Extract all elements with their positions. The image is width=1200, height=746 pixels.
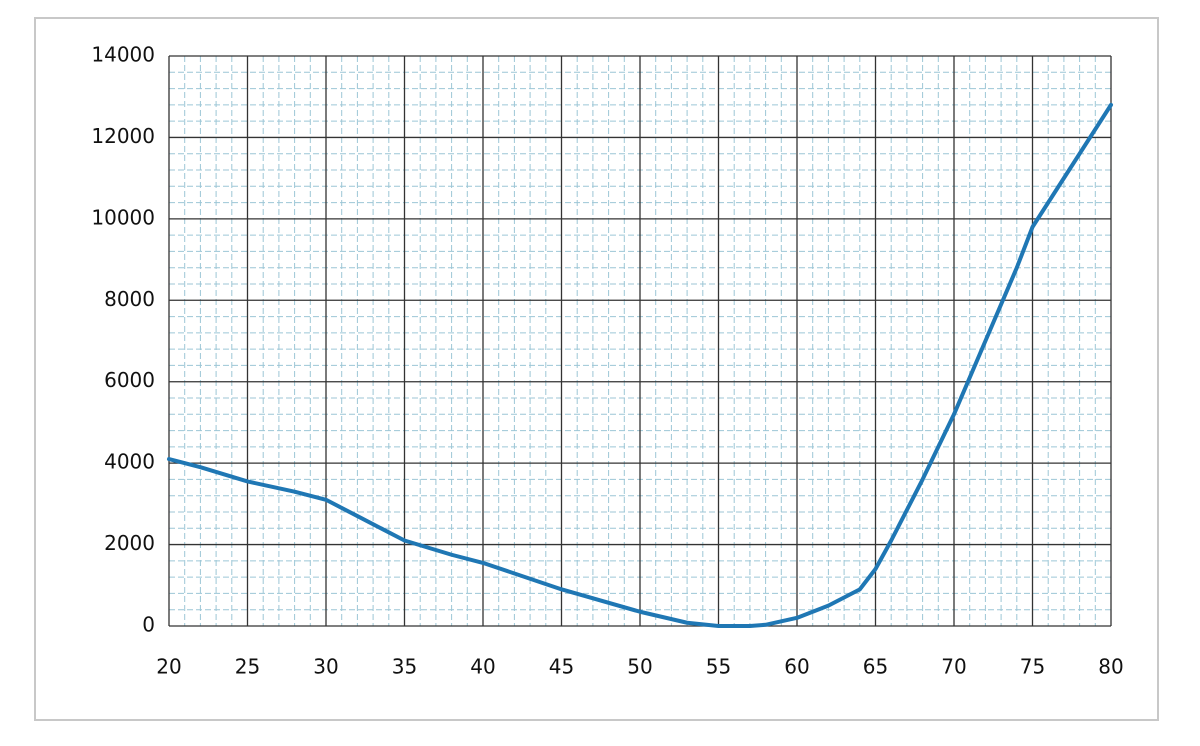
x-tick-label: 25	[235, 655, 260, 679]
x-tick-label: 70	[941, 655, 966, 679]
x-tick-label: 30	[313, 655, 338, 679]
y-tick-label: 12000	[91, 124, 155, 148]
x-tick-label: 55	[706, 655, 731, 679]
y-tick-label: 10000	[91, 205, 155, 229]
x-tick-label: 35	[392, 655, 417, 679]
x-tick-label: 75	[1020, 655, 1045, 679]
x-tick-label: 80	[1098, 655, 1123, 679]
y-tick-label: 14000	[91, 43, 155, 67]
x-tick-label: 60	[784, 655, 809, 679]
x-tick-label: 45	[549, 655, 574, 679]
x-tick-label: 40	[470, 655, 495, 679]
y-tick-label: 4000	[104, 450, 155, 474]
x-tick-label: 20	[156, 655, 181, 679]
y-tick-label: 8000	[104, 287, 155, 311]
x-tick-label: 50	[627, 655, 652, 679]
y-tick-label: 6000	[104, 368, 155, 392]
y-tick-label: 2000	[104, 531, 155, 555]
y-tick-label: 0	[142, 613, 155, 637]
chart-frame	[34, 17, 1159, 721]
x-tick-label: 65	[863, 655, 888, 679]
line-series	[167, 102, 1113, 628]
